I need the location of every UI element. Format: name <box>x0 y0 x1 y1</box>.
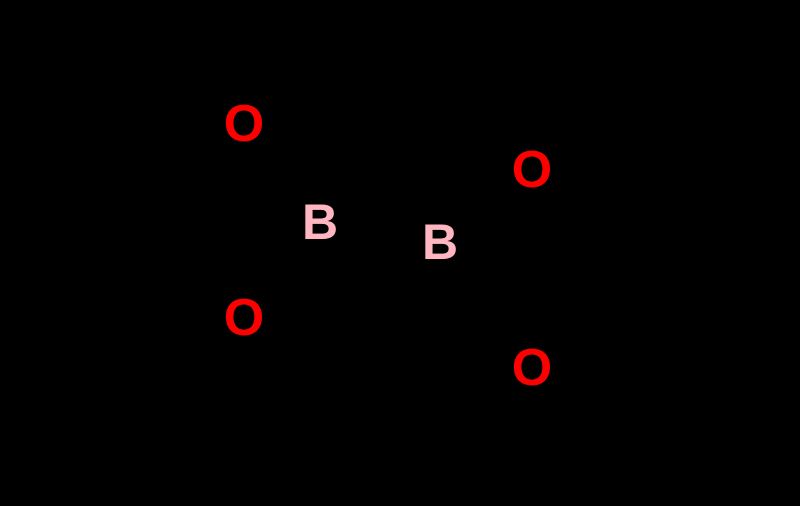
atom-o-label: O <box>224 95 264 153</box>
atom-o-label: O <box>224 289 264 347</box>
atom-b-label: B <box>302 194 338 250</box>
atom-b-label: B <box>422 214 458 270</box>
molecule-diagram: OOOOBB <box>0 0 800 506</box>
atom-o-label: O <box>512 339 552 397</box>
atom-o-label: O <box>512 141 552 199</box>
